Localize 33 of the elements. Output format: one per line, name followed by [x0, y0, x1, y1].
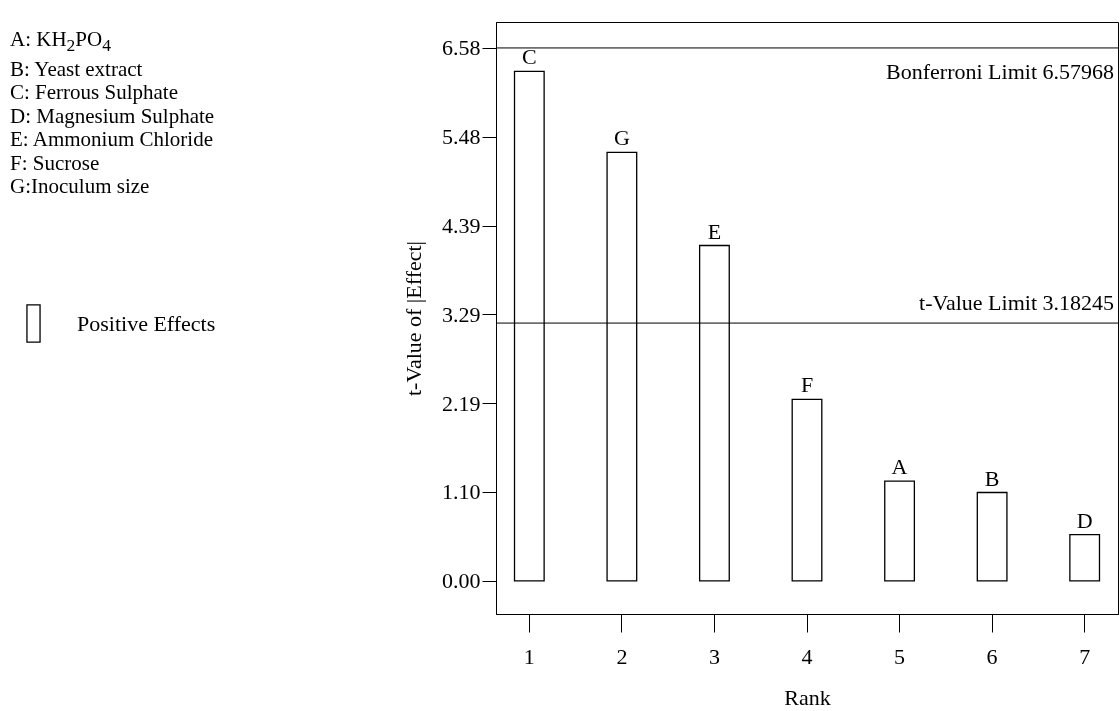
text: G:Inoculum size — [10, 174, 151, 199]
text: B: Yeast extract — [10, 56, 144, 82]
annotation: D — [1076, 507, 1093, 533]
ref-line-label: Bonferroni Limit 6.57968 — [886, 58, 1114, 84]
text: C: Ferrous Sulphate — [10, 80, 179, 105]
x-axis-title: Rank — [784, 684, 831, 710]
y-tick-label: 2.19 — [442, 390, 481, 416]
y-tick-label: 1.10 — [442, 479, 481, 505]
y-tick-label: 0.00 — [442, 568, 481, 594]
y-tick-label: 5.48 — [442, 124, 481, 150]
ref-line-label: t-Value Limit 3.18245 — [919, 290, 1114, 316]
annotation: F — [800, 372, 814, 398]
annotation: B — [984, 465, 1000, 491]
text: A: KH$_{2}$PO$_{4}$ — [10, 27, 112, 58]
x-tick-label: 7 — [1079, 643, 1091, 669]
annotation: E — [707, 218, 722, 244]
annotation: C — [521, 44, 537, 70]
annotation: G — [613, 125, 630, 151]
text: D: Magnesium Sulphate — [10, 103, 215, 129]
text: E: Ammonium Chloride — [10, 127, 213, 152]
annotation: A — [891, 454, 908, 480]
legend-label: Positive Effects — [77, 310, 216, 336]
y-tick-label: 6.58 — [442, 35, 481, 61]
x-tick-label: 5 — [894, 643, 906, 669]
x-tick-label: 1 — [523, 643, 535, 669]
y-tick-label: 4.39 — [442, 213, 481, 239]
text: F: Sucrose — [10, 150, 101, 176]
x-tick-label: 3 — [708, 643, 720, 669]
x-tick-label: 6 — [986, 643, 998, 669]
x-tick-label: 2 — [616, 643, 628, 669]
y-axis-title: t-Value of |Effect| — [401, 241, 426, 396]
y-tick-label: 3.29 — [442, 301, 481, 327]
x-tick-label: 4 — [801, 643, 813, 669]
